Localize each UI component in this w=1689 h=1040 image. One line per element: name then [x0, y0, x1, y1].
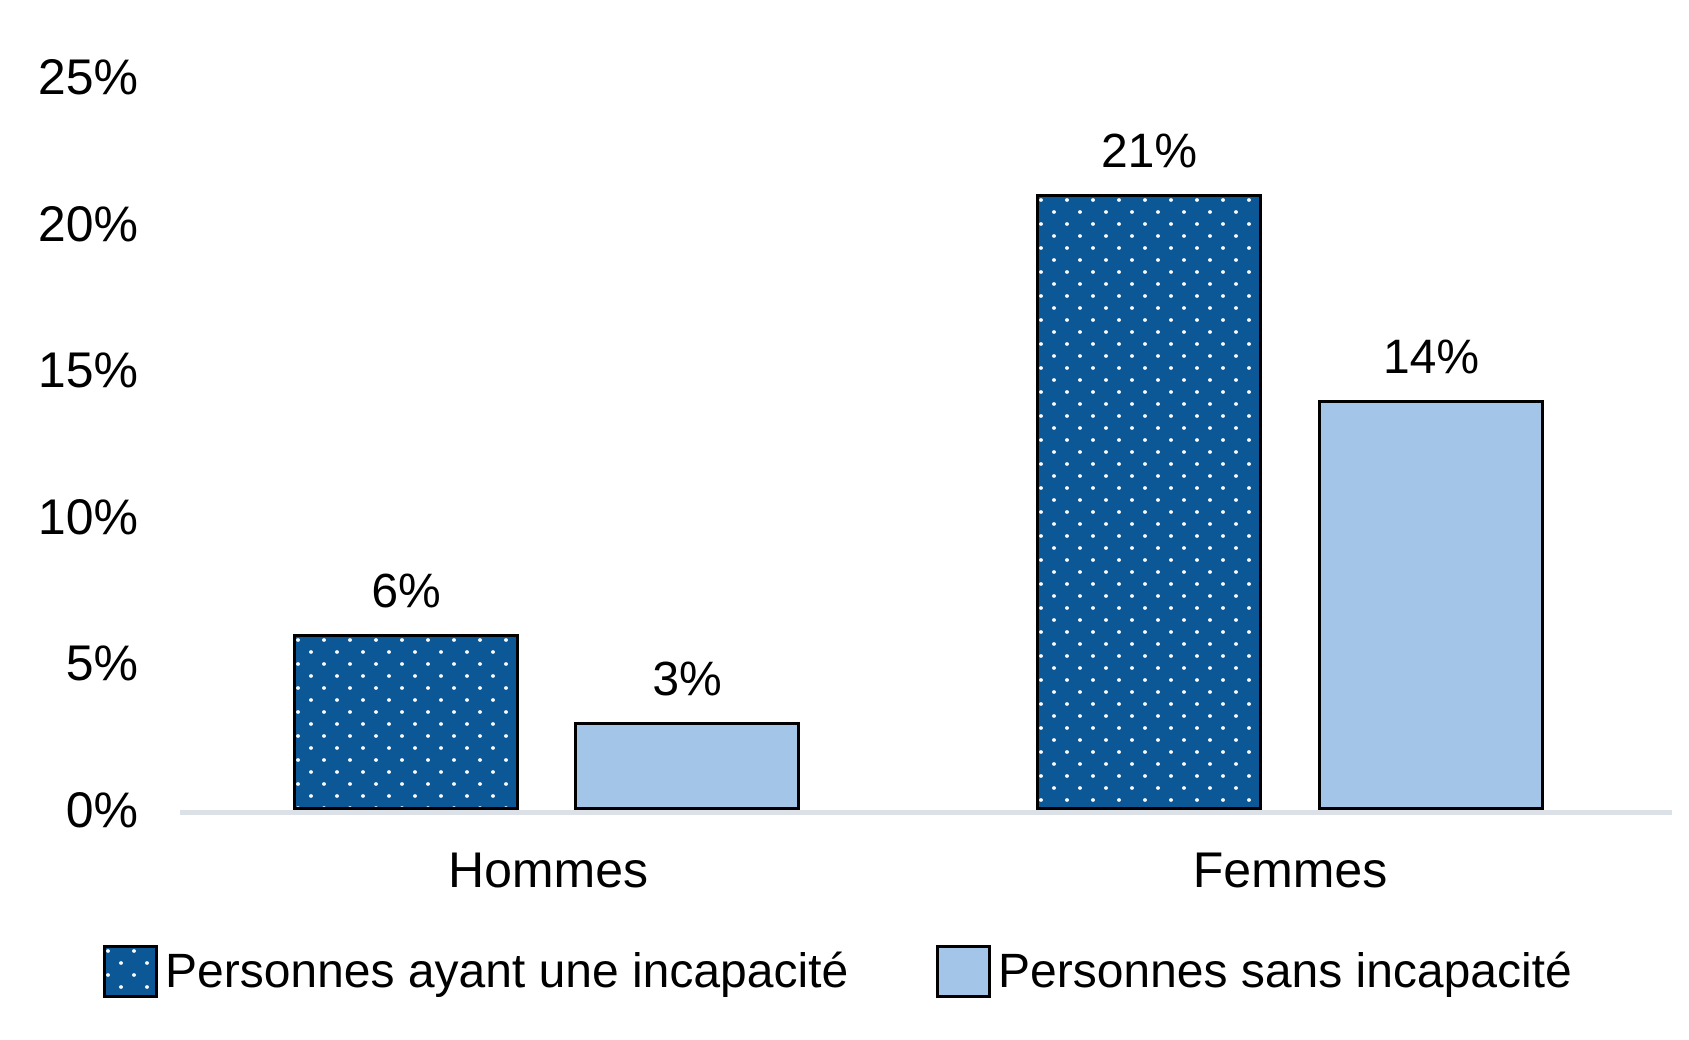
- legend-label-sans-incapacite: Personnes sans incapacité: [998, 945, 1572, 998]
- bar-value-label-hommes-sans: 3%: [652, 653, 722, 706]
- legend-label-avec-incapacite: Personnes ayant une incapacité: [165, 945, 849, 998]
- legend-item-avec-incapacite: Personnes ayant une incapacité: [103, 945, 848, 998]
- bar-value-label-hommes-avec: 6%: [371, 565, 441, 618]
- legend-swatch-solid-icon: [936, 945, 991, 998]
- bar-hommes-avec-incapacite: [293, 634, 519, 810]
- bar-value-label-femmes-avec: 21%: [1100, 125, 1198, 178]
- y-axis-tick-label-20: 20%: [37, 196, 138, 252]
- bar-value-label-femmes-sans: 14%: [1382, 331, 1480, 384]
- y-axis-tick-label-15: 15%: [37, 342, 138, 398]
- bar-femmes-avec-incapacite: [1036, 194, 1262, 810]
- legend-item-sans-incapacite: Personnes sans incapacité: [936, 945, 1572, 998]
- legend-swatch-dotted-icon: [103, 945, 158, 998]
- y-axis-tick-label-5: 5%: [65, 635, 138, 691]
- y-axis-tick-label-0: 0%: [65, 782, 138, 838]
- category-label-hommes: Hommes: [447, 842, 649, 898]
- y-axis-tick-label-10: 10%: [37, 489, 138, 545]
- bar-femmes-sans-incapacite: [1318, 400, 1544, 810]
- category-label-femmes: Femmes: [1192, 842, 1388, 898]
- x-axis-line: [180, 810, 1672, 815]
- y-axis-tick-label-25: 25%: [37, 49, 138, 105]
- bar-hommes-sans-incapacite: [574, 722, 800, 810]
